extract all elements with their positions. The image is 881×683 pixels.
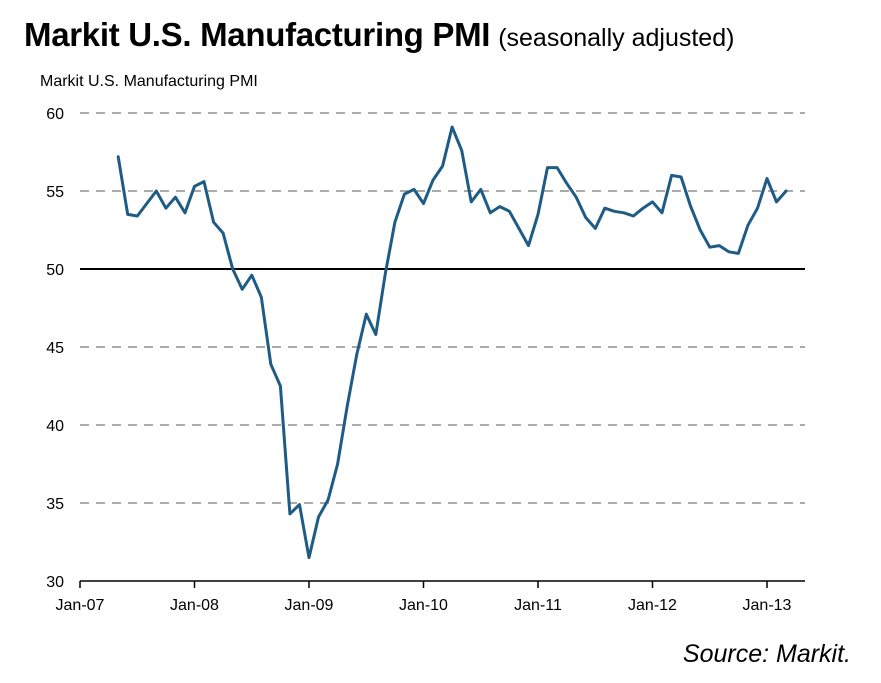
x-tick-label: Jan-11 bbox=[514, 597, 562, 614]
x-tick-label: Jan-10 bbox=[399, 597, 448, 614]
y-tick-label: 60 bbox=[46, 106, 64, 123]
chart-title: Markit U.S. Manufacturing PMI (seasonally… bbox=[24, 16, 734, 54]
chart-title-subtitle: (seasonally adjusted) bbox=[498, 24, 735, 52]
y-axis-title: Markit U.S. Manufacturing PMI bbox=[40, 73, 258, 90]
series-group bbox=[116, 125, 788, 560]
y-tick-label: 35 bbox=[46, 496, 64, 513]
pmi-series-line bbox=[116, 125, 788, 560]
y-tick-label: 40 bbox=[46, 418, 64, 435]
x-tick-label: Jan-13 bbox=[743, 597, 792, 614]
x-tick-label: Jan-07 bbox=[56, 597, 105, 614]
x-axis: Jan-07 Jan-08 Jan-09 Jan-10 Jan-11 Jan-12 Jan-… bbox=[56, 580, 805, 614]
x-tick-label: Jan-08 bbox=[170, 597, 219, 614]
grid-lines bbox=[80, 112, 805, 504]
y-tick-label: 45 bbox=[46, 340, 64, 357]
y-tick-label: 30 bbox=[46, 574, 64, 591]
x-tick-label: Jan-12 bbox=[628, 597, 677, 614]
source-note: Source: Markit. bbox=[682, 640, 851, 668]
y-axis-ticks: 30 35 40 45 50 55 60 bbox=[46, 106, 64, 591]
y-tick-label: 50 bbox=[46, 262, 64, 279]
y-tick-label: 55 bbox=[46, 184, 64, 201]
chart-title-main: Markit U.S. Manufacturing PMI bbox=[24, 16, 491, 53]
x-tick-label: Jan-09 bbox=[285, 597, 334, 614]
